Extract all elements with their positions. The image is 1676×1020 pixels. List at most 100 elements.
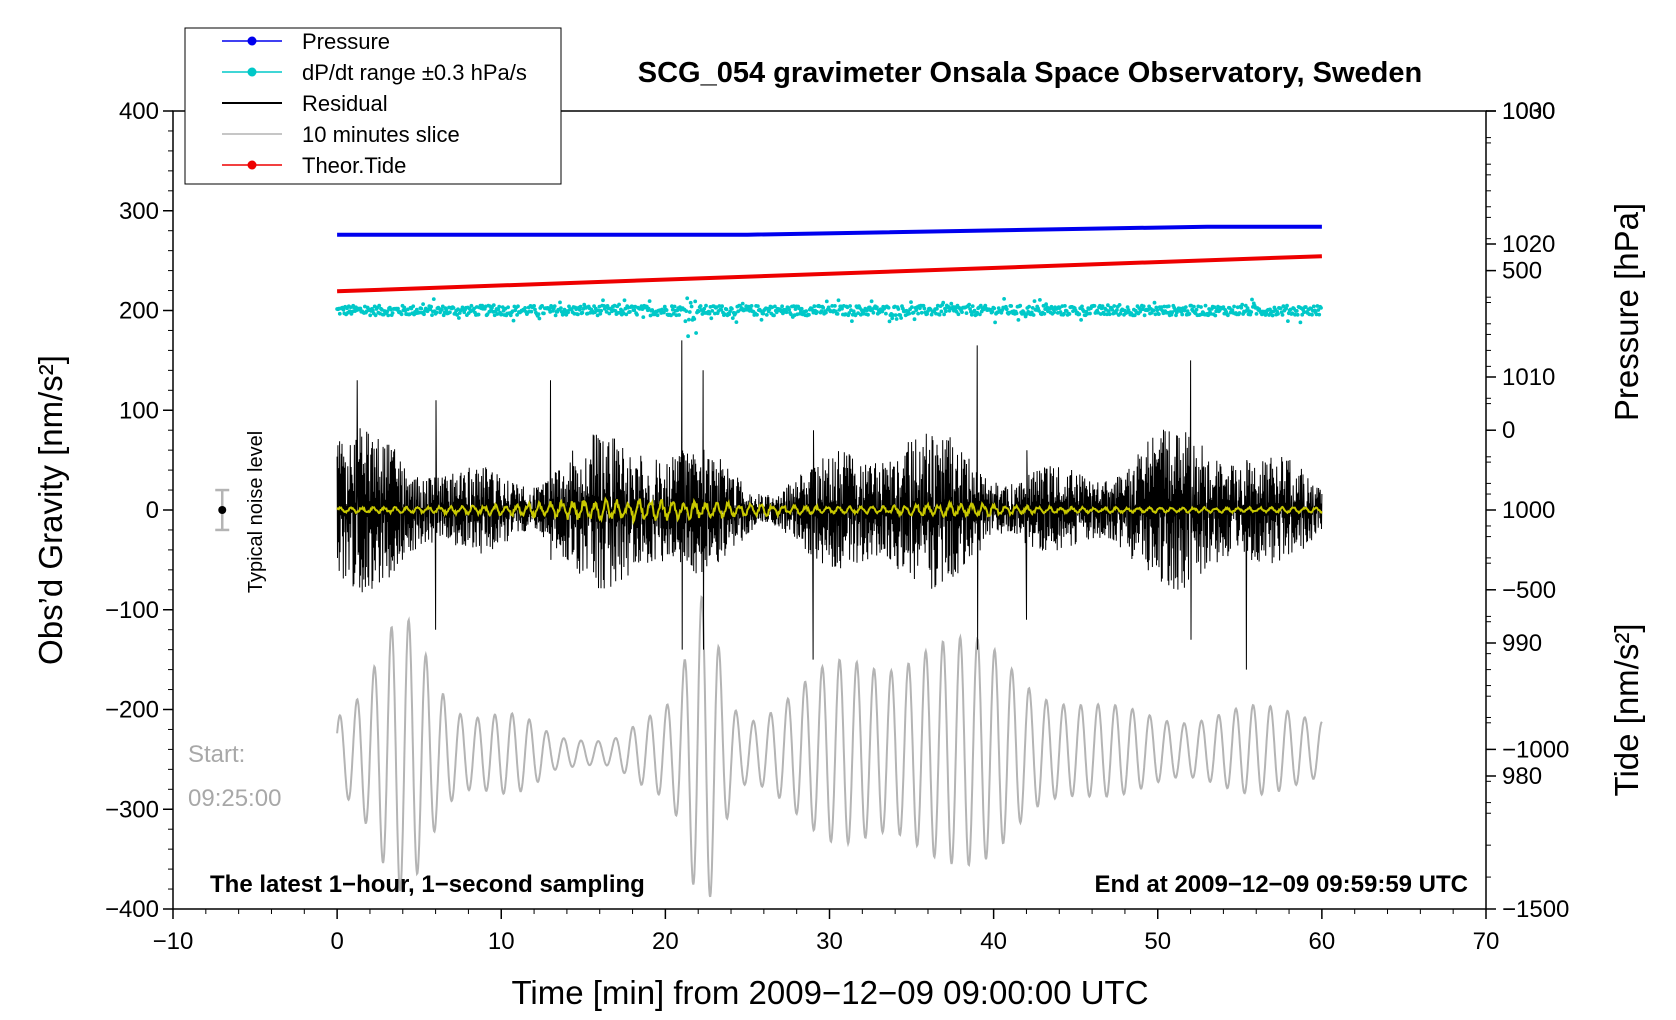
legend-label: dP/dt range ±0.3 hPa/s bbox=[302, 60, 527, 85]
dpdt-point bbox=[978, 303, 983, 308]
dpdt-point bbox=[727, 312, 732, 317]
legend-box bbox=[184, 27, 562, 185]
dpdt-point bbox=[1295, 312, 1300, 317]
dpdt-point bbox=[911, 310, 916, 315]
dpdt-point bbox=[1226, 313, 1230, 318]
dpdt-point bbox=[1311, 304, 1316, 309]
dpdt-point bbox=[736, 309, 741, 314]
dpdt-point bbox=[559, 306, 563, 310]
dpdt-point bbox=[558, 300, 562, 305]
dpdt-point bbox=[1014, 311, 1019, 316]
dpdt-point bbox=[515, 313, 519, 317]
dpdt-point bbox=[646, 306, 651, 311]
dpdt-point bbox=[601, 298, 605, 303]
dpdt-point bbox=[772, 313, 776, 318]
dpdt-point bbox=[677, 313, 681, 317]
legend-label: Pressure bbox=[302, 29, 390, 54]
dpdt-point bbox=[553, 313, 558, 318]
dpdt-point bbox=[836, 298, 841, 303]
dpdt-point bbox=[749, 304, 754, 308]
dpdt-point bbox=[1100, 304, 1105, 308]
tide-tick-label: 0 bbox=[1502, 417, 1515, 444]
dpdt-point bbox=[939, 309, 944, 314]
dpdt-point bbox=[577, 307, 582, 312]
dpdt-point bbox=[540, 304, 544, 308]
dpdt-point bbox=[1187, 312, 1192, 316]
dpdt-point bbox=[830, 304, 835, 308]
dpdt-point bbox=[536, 312, 541, 316]
dpdt-point bbox=[337, 311, 342, 316]
dpdt-point bbox=[630, 304, 635, 309]
dpdt-point bbox=[1132, 313, 1137, 318]
dpdt-point bbox=[469, 303, 474, 308]
dpdt-point bbox=[567, 304, 571, 309]
dpdt-point bbox=[886, 305, 891, 310]
legend-marker bbox=[247, 160, 257, 170]
dpdt-point bbox=[1117, 303, 1122, 307]
noise-bar-center bbox=[218, 506, 227, 514]
dpdt-point bbox=[907, 311, 912, 316]
dpdt-point bbox=[969, 309, 973, 314]
dpdt-point bbox=[894, 317, 899, 321]
dpdt-point bbox=[919, 310, 924, 315]
dpdt-point bbox=[850, 319, 854, 323]
dpdt-point bbox=[693, 299, 698, 304]
dpdt-point bbox=[655, 313, 660, 318]
dpdt-point bbox=[1037, 309, 1041, 313]
dpdt-point bbox=[925, 312, 929, 316]
dpdt-point bbox=[1063, 304, 1067, 308]
dpdt-point bbox=[1155, 308, 1160, 313]
dpdt-point bbox=[1293, 312, 1297, 317]
dpdt-point bbox=[866, 312, 870, 317]
dpdt-point bbox=[417, 310, 422, 315]
x-tick-label: 60 bbox=[1309, 928, 1336, 955]
y-tick-label: 100 bbox=[119, 397, 159, 424]
chart-title: SCG_054 gravimeter Onsala Space Observat… bbox=[638, 57, 1422, 89]
dpdt-point bbox=[576, 312, 580, 317]
dpdt-point bbox=[993, 320, 997, 325]
dpdt-point bbox=[672, 304, 677, 309]
dpdt-point bbox=[599, 308, 604, 313]
dpdt-point bbox=[664, 308, 669, 312]
dpdt-point bbox=[1018, 303, 1023, 308]
dpdt-point bbox=[899, 316, 903, 320]
dpdt-point bbox=[662, 310, 666, 315]
dpdt-point bbox=[635, 312, 639, 317]
dpdt-point bbox=[867, 305, 872, 310]
dpdt-point bbox=[942, 312, 946, 317]
axis-ticks: −10 0 10 20 30 40 50 60 70−400−300−200−100010020… bbox=[105, 98, 1569, 955]
dpdt-point bbox=[1285, 303, 1289, 308]
dpdt-point bbox=[683, 319, 688, 324]
x-tick-label: 0 bbox=[330, 928, 343, 955]
dpdt-point bbox=[523, 306, 527, 310]
dpdt-point bbox=[1237, 311, 1242, 315]
dpdt-point bbox=[851, 309, 856, 314]
dpdt-point bbox=[632, 308, 637, 312]
dpdt-point bbox=[944, 309, 948, 314]
dpdt-point bbox=[537, 316, 542, 321]
legend-label: Residual bbox=[302, 91, 388, 116]
dpdt-point bbox=[1030, 306, 1035, 310]
dpdt-point bbox=[1114, 311, 1118, 315]
dpdt-point bbox=[414, 307, 419, 312]
dpdt-point bbox=[1141, 304, 1146, 309]
dpdt-point bbox=[755, 312, 759, 317]
dpdt-point bbox=[953, 306, 958, 311]
dpdt-point bbox=[910, 305, 914, 309]
dpdt-point bbox=[491, 303, 496, 307]
dpdt-point bbox=[835, 312, 840, 316]
dpdt-point bbox=[724, 307, 729, 312]
x-tick-label: 30 bbox=[816, 928, 843, 955]
dpdt-point bbox=[448, 310, 452, 315]
dpdt-point bbox=[358, 306, 363, 311]
dpdt-point bbox=[1088, 311, 1092, 316]
dpdt-point bbox=[1027, 304, 1031, 309]
dpdt-point bbox=[1077, 312, 1082, 317]
dpdt-point bbox=[497, 304, 502, 309]
dpdt-point bbox=[1152, 300, 1157, 305]
dpdt-point bbox=[983, 303, 988, 308]
y-tick-label: −400 bbox=[105, 896, 159, 923]
dpdt-point bbox=[641, 315, 646, 319]
dpdt-point bbox=[812, 304, 817, 309]
